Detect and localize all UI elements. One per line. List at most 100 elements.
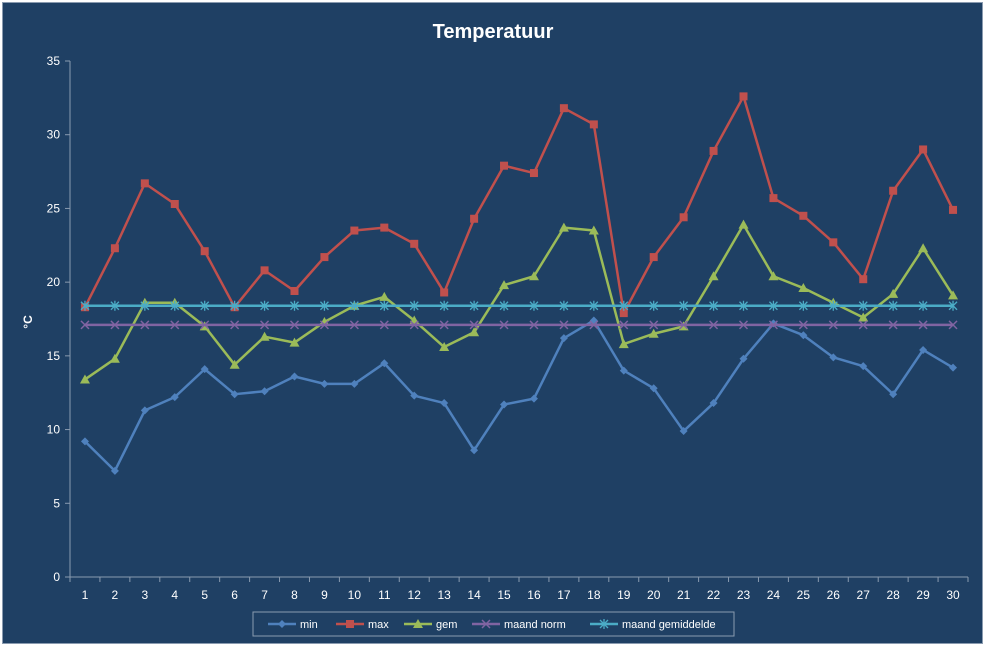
- data-point-min: [470, 446, 479, 455]
- x-tick-label: 18: [587, 588, 601, 602]
- data-point-min: [709, 399, 718, 408]
- data-point-gem: [858, 312, 869, 322]
- data-point-maand-gemiddelde: [709, 300, 719, 311]
- data-point-maand-norm: [768, 320, 778, 330]
- data-point-maand-norm: [80, 320, 90, 330]
- data-point-maand-norm: [858, 320, 868, 330]
- data-point-max: [410, 239, 419, 248]
- x-tick-label: 15: [497, 588, 511, 602]
- data-point-min: [619, 366, 628, 375]
- x-tick-label: 21: [677, 588, 691, 602]
- legend-marker: [413, 619, 423, 628]
- data-point-maand-gemiddelde: [888, 300, 898, 311]
- data-point-maand-norm: [529, 320, 539, 330]
- x-tick-label: 23: [737, 588, 751, 602]
- data-point-max: [260, 266, 269, 275]
- data-point-maand-gemiddelde: [649, 300, 659, 311]
- x-tick-label: 3: [141, 588, 148, 602]
- y-tick-label: 25: [47, 201, 61, 215]
- series-maand-gemiddelde: [80, 300, 958, 311]
- data-point-maand-gemiddelde: [589, 300, 599, 311]
- data-point-min: [320, 379, 329, 388]
- data-point-maand-norm: [260, 320, 270, 330]
- data-point-min: [110, 466, 119, 475]
- legend-marker: [278, 620, 286, 628]
- legend-label: maand norm: [504, 619, 566, 631]
- data-point-max: [559, 104, 568, 113]
- data-point-maand-gemiddelde: [948, 300, 958, 311]
- x-tick-label: 29: [916, 588, 930, 602]
- data-point-max: [200, 247, 209, 256]
- y-tick-label: 30: [47, 128, 61, 142]
- x-tick-label: 25: [797, 588, 811, 602]
- data-point-maand-norm: [948, 320, 958, 330]
- data-point-gem: [798, 283, 809, 293]
- data-point-maand-norm: [499, 320, 509, 330]
- legend-label: maand gemiddelde: [622, 619, 716, 631]
- x-tick-label: 28: [886, 588, 900, 602]
- legend-item-maand-norm: maand norm: [472, 619, 566, 631]
- data-point-maand-norm: [918, 320, 928, 330]
- data-point-max: [919, 145, 928, 154]
- data-point-maand-norm: [349, 320, 359, 330]
- data-point-maand-gemiddelde: [679, 300, 689, 311]
- y-tick-label: 20: [47, 275, 61, 289]
- y-tick-label: 0: [53, 570, 60, 584]
- y-tick-label: 10: [47, 423, 61, 437]
- data-point-gem: [708, 271, 719, 281]
- data-point-maand-gemiddelde: [290, 300, 299, 311]
- data-point-maand-norm: [200, 320, 210, 330]
- data-point-max: [859, 275, 868, 284]
- data-point-max: [619, 309, 628, 318]
- data-point-gem: [528, 271, 539, 281]
- data-point-maand-gemiddelde: [379, 300, 389, 311]
- legend: min max gem maand norm maand gemiddelde: [252, 611, 735, 637]
- data-point-max: [679, 213, 688, 222]
- data-point-maand-gemiddelde: [828, 300, 838, 311]
- x-tick-label: 30: [946, 588, 960, 602]
- x-tick-label: 14: [467, 588, 481, 602]
- data-point-maand-norm: [888, 320, 898, 330]
- x-tick-label: 22: [707, 588, 721, 602]
- data-point-maand-gemiddelde: [260, 300, 270, 311]
- chart-title: Temperatuur: [433, 21, 554, 43]
- data-point-max: [350, 226, 359, 235]
- x-tick-label: 10: [348, 588, 362, 602]
- data-point-max: [739, 92, 748, 101]
- data-point-max: [799, 211, 808, 220]
- data-point-max: [320, 253, 329, 262]
- y-tick-label: 5: [53, 496, 60, 510]
- data-point-gem: [259, 331, 270, 341]
- x-tick-label: 16: [527, 588, 541, 602]
- data-point-maand-norm: [439, 320, 449, 330]
- x-tick-label: 11: [378, 588, 391, 602]
- data-point-maand-norm: [709, 320, 719, 330]
- data-point-maand-norm: [589, 320, 599, 330]
- data-point-min: [829, 353, 838, 362]
- data-point-max: [769, 194, 778, 203]
- x-tick-label: 2: [112, 588, 119, 602]
- data-point-maand-norm: [170, 320, 180, 330]
- data-point-gem: [79, 374, 90, 384]
- data-point-maand-gemiddelde: [230, 300, 240, 311]
- data-point-maand-gemiddelde: [559, 300, 569, 311]
- data-point-maand-gemiddelde: [739, 300, 748, 311]
- data-point-gem: [618, 339, 629, 349]
- data-point-max: [440, 288, 449, 297]
- data-point-min: [500, 400, 509, 409]
- x-tick-label: 19: [617, 588, 631, 602]
- data-point-gem: [229, 359, 240, 369]
- data-point-gem: [109, 353, 120, 363]
- x-tick-label: 20: [647, 588, 661, 602]
- data-point-maand-norm: [738, 320, 749, 330]
- data-point-max: [709, 146, 718, 155]
- data-point-gem: [888, 288, 899, 298]
- data-point-min: [679, 427, 688, 436]
- data-point-max: [110, 244, 119, 253]
- data-point-gem: [588, 225, 599, 235]
- legend-marker: [481, 619, 491, 629]
- data-point-gem: [289, 337, 300, 347]
- data-point-min: [380, 359, 389, 368]
